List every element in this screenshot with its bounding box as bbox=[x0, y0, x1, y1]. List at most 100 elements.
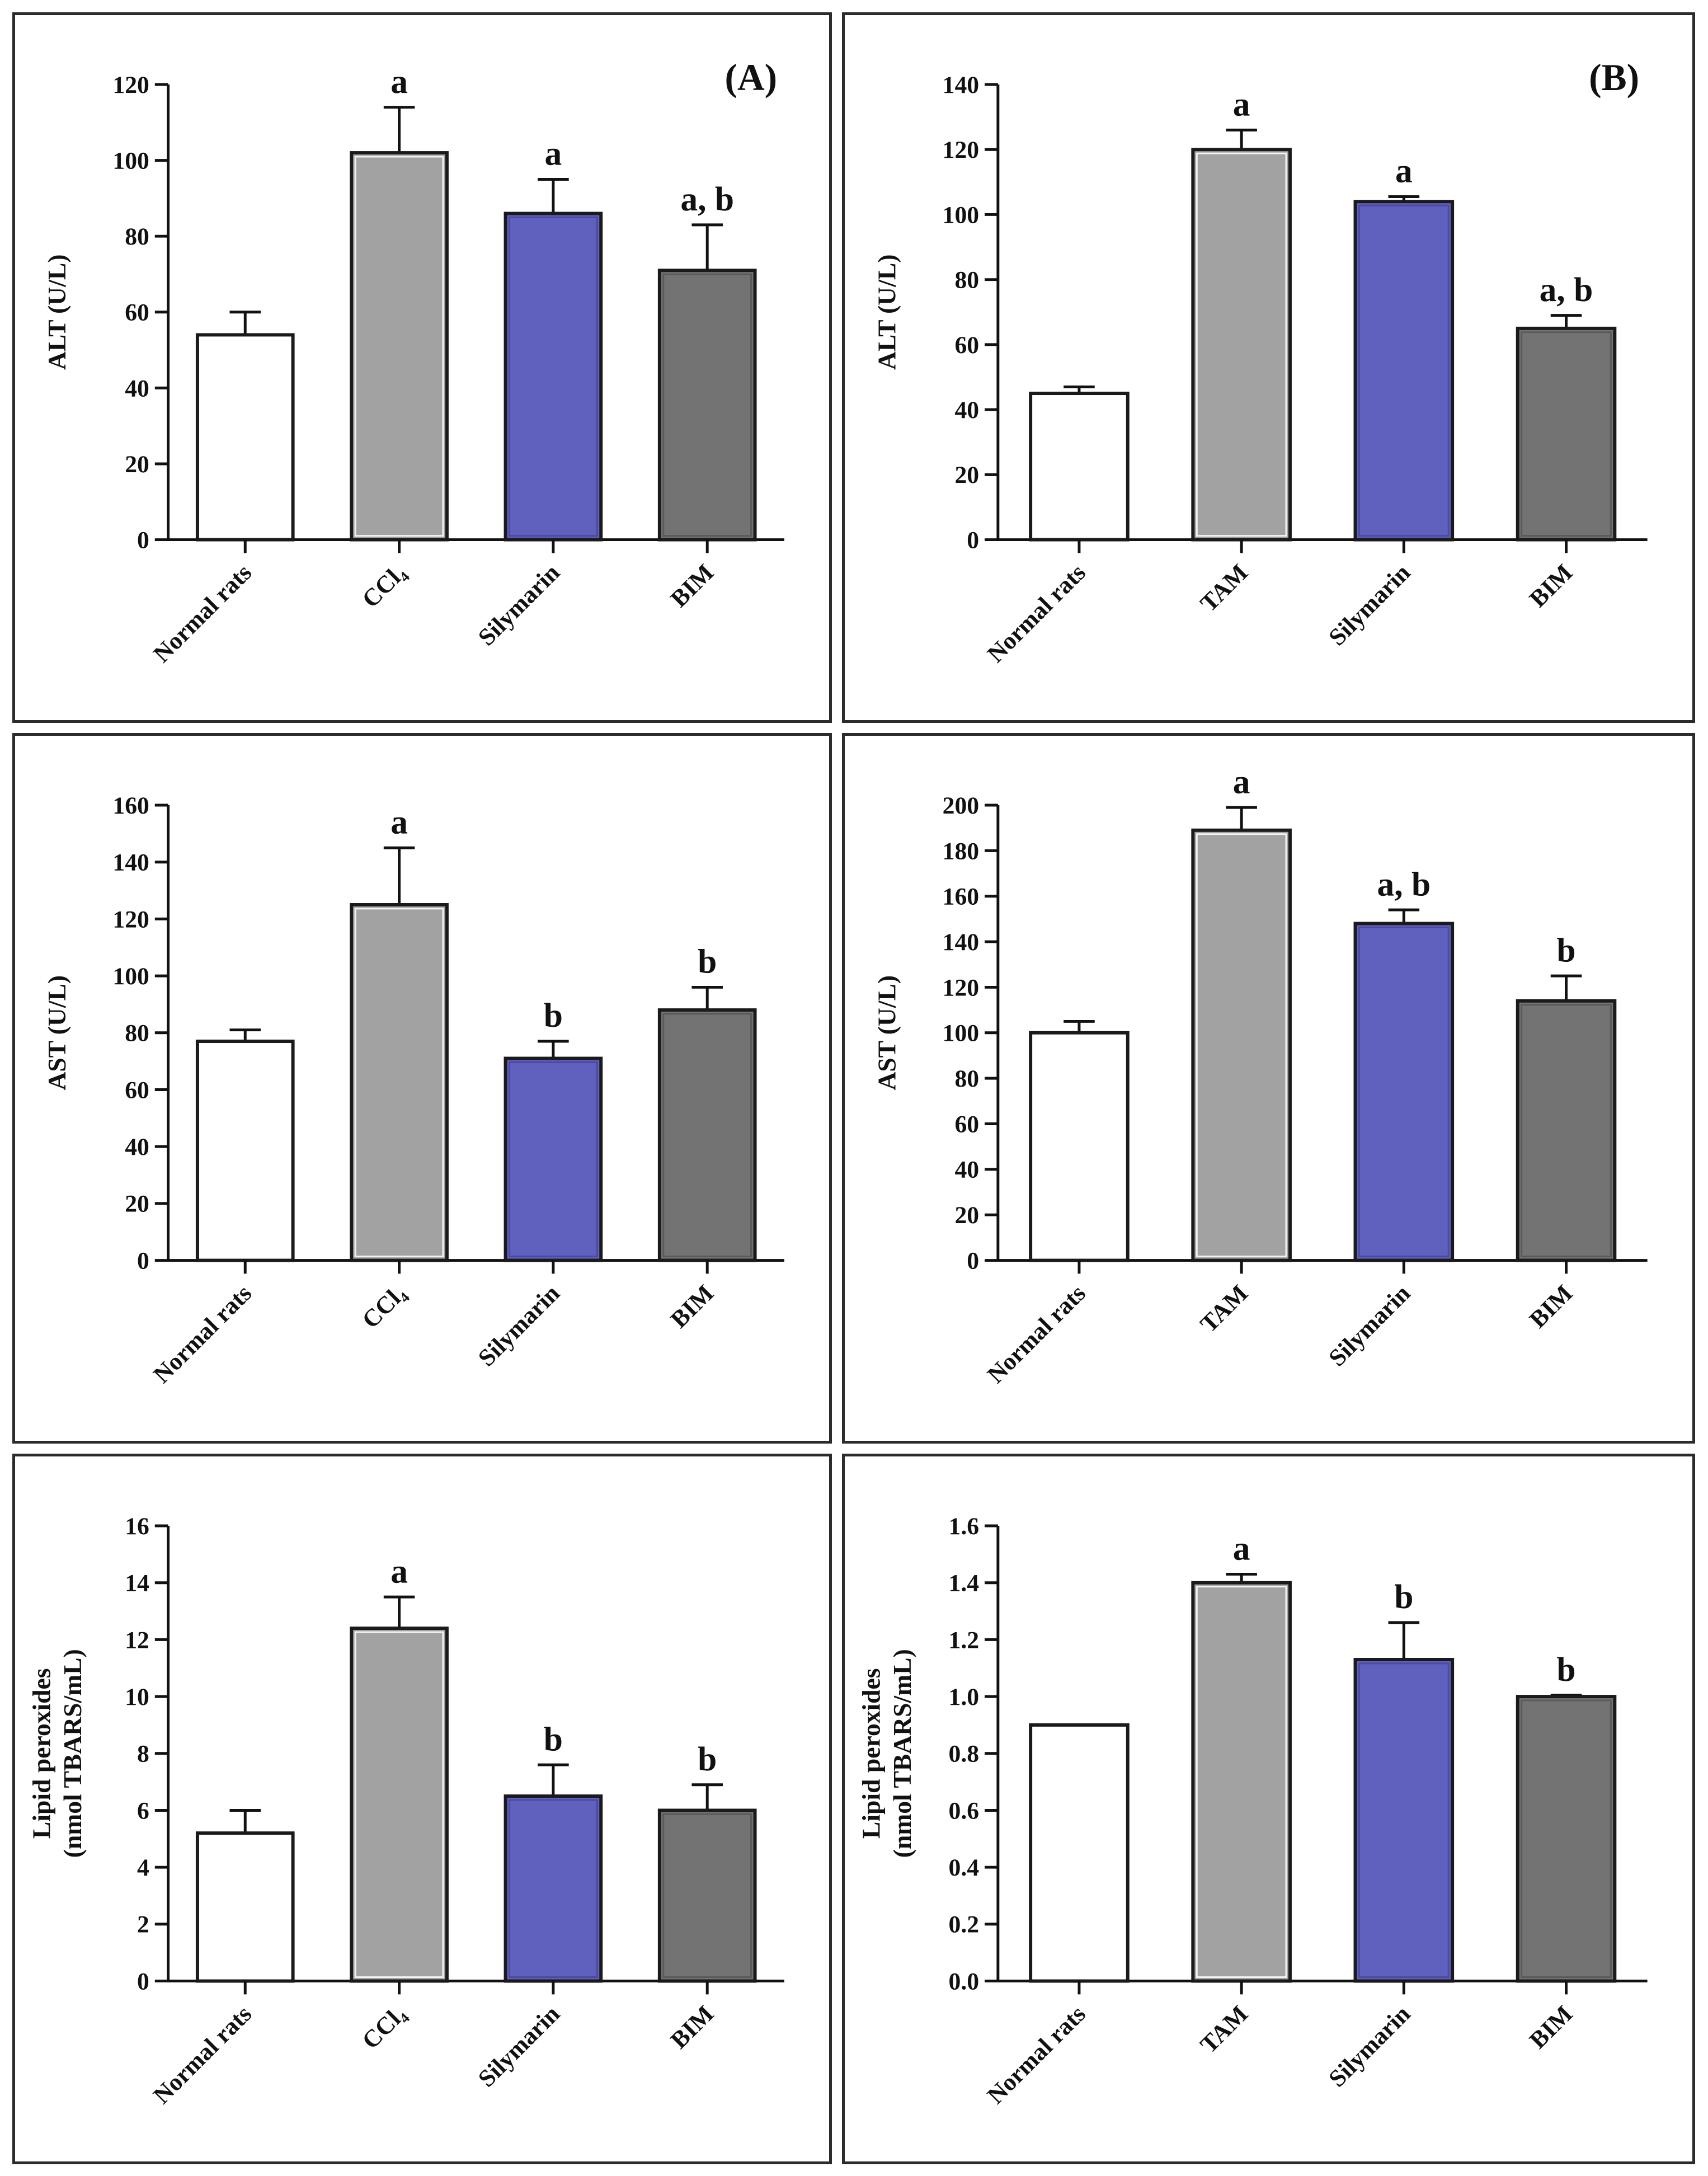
chart-0-x-tick-label: Normal rats bbox=[148, 559, 257, 668]
panel-lpo-tam: Lipid peroxides (nmol TBARS/mL) 0.0 0.2 0.4 0… bbox=[842, 1454, 1695, 2164]
chart-5-annotation: b bbox=[1556, 1651, 1575, 1689]
chart-5-y-tick-label: 0.2 bbox=[949, 1911, 980, 1938]
chart-2-y-tick-label: 140 bbox=[112, 849, 149, 876]
chart-5-bar-inner bbox=[1521, 1699, 1612, 1978]
chart-1-y-tick-label: 140 bbox=[943, 72, 979, 98]
chart-4-y-tick-label: 10 bbox=[125, 1684, 149, 1710]
chart-3-annotation: a, b bbox=[1377, 865, 1431, 903]
chart-4-bar bbox=[504, 1794, 603, 1983]
chart-3-x-tick-label: TAM bbox=[1195, 1280, 1253, 1338]
chart-1-ylabel: ALT (U/L) bbox=[872, 254, 901, 370]
chart-5-y-tick-label: 0.8 bbox=[949, 1741, 980, 1768]
panel-ast-ccl4: AST (U/L) 0 20 40 60 80 100 120 140 160 Normal rat… bbox=[12, 733, 832, 1444]
chart-2-annotation: b bbox=[698, 943, 717, 981]
chart-5-x-tick-label: Normal rats bbox=[982, 2000, 1091, 2109]
chart-5-y-tick-label: 1.4 bbox=[949, 1570, 980, 1597]
chart-1-y-tick-label: 0 bbox=[967, 527, 979, 553]
chart-2-bar-inner bbox=[662, 1013, 752, 1258]
chart-5-bar-inner bbox=[1358, 1662, 1450, 1978]
chart-4-y-tick-label: 0 bbox=[137, 1968, 149, 1995]
chart-1-annotation: a, b bbox=[1540, 271, 1593, 309]
chart-3-bar bbox=[1029, 1031, 1130, 1262]
chart-4-bar-inner bbox=[354, 1631, 444, 1978]
chart-1-bar bbox=[1191, 148, 1292, 542]
panel-ast-tam: AST (U/L) 0 20 40 60 80 100 120 140 160 180 200 Norm… bbox=[842, 733, 1695, 1444]
chart-5-annotation: b bbox=[1394, 1578, 1413, 1616]
chart-5-x-tick-label: Silymarin bbox=[1324, 2000, 1415, 2092]
chart-0-x-tick-label: BIM bbox=[665, 559, 719, 613]
chart-3-y-tick-label: 80 bbox=[954, 1065, 979, 1092]
chart-2-y-tick-label: 100 bbox=[112, 963, 149, 990]
chart-1-y-tick-label: 20 bbox=[954, 462, 979, 488]
chart-1-bar bbox=[1353, 200, 1455, 542]
chart-ast-tam: AST (U/L) 0 20 40 60 80 100 120 140 160 180 200 Norm… bbox=[872, 763, 1648, 1388]
chart-1-x-tick-label: Normal rats bbox=[982, 559, 1091, 668]
chart-5-y-tick-label: 0.4 bbox=[949, 1854, 980, 1881]
chart-0-y-tick-label: 0 bbox=[137, 527, 149, 553]
chart-4-x-tick-label: BIM bbox=[665, 2000, 719, 2054]
chart-1-x-tick-label: TAM bbox=[1195, 559, 1253, 617]
chart-4-y-tick-label: 4 bbox=[137, 1854, 149, 1881]
chart-1-x-tick-label: BIM bbox=[1525, 559, 1578, 613]
chart-4-bar bbox=[195, 1831, 295, 1983]
chart-5-x-tick-label: TAM bbox=[1195, 2000, 1253, 2058]
chart-3-y-tick-label: 100 bbox=[943, 1020, 979, 1047]
chart-2-y-tick-label: 60 bbox=[125, 1077, 149, 1103]
chart-0-annotation: a, b bbox=[680, 180, 734, 218]
chart-3-bar bbox=[1191, 828, 1292, 1262]
chart-2-annotation: b bbox=[544, 997, 563, 1035]
chart-0-annotation: a bbox=[390, 63, 408, 101]
chart-ast-ccl4: AST (U/L) 0 20 40 60 80 100 120 140 160 Normal rat… bbox=[43, 792, 784, 1388]
chart-0-bar bbox=[195, 333, 295, 542]
chart-5-bar bbox=[1029, 1723, 1130, 1983]
chart-1-bar bbox=[1516, 326, 1617, 542]
chart-1-y-tick-label: 100 bbox=[943, 201, 979, 228]
chart-4-bar bbox=[350, 1627, 449, 1983]
chart-4-y-tick-label: 14 bbox=[125, 1570, 149, 1597]
chart-0-bar bbox=[350, 151, 449, 542]
chart-4-annotation: b bbox=[544, 1720, 563, 1758]
chart-1-annotation: a bbox=[1233, 86, 1250, 124]
chart-3-ylabel: AST (U/L) bbox=[872, 975, 901, 1091]
chart-5-ylabel: (nmol TBARS/mL) bbox=[888, 1649, 916, 1858]
chart-3-y-tick-label: 160 bbox=[943, 883, 979, 910]
chart-0-bar-inner bbox=[508, 216, 598, 537]
chart-0-y-tick-label: 120 bbox=[112, 72, 149, 98]
chart-4-y-tick-label: 16 bbox=[125, 1513, 149, 1540]
chart-0-y-tick-label: 40 bbox=[125, 375, 149, 402]
chart-3-annotation: b bbox=[1556, 931, 1575, 969]
chart-0-y-tick-label: 20 bbox=[125, 451, 149, 478]
chart-4-y-tick-label: 8 bbox=[137, 1741, 149, 1768]
chart-0-bar bbox=[657, 269, 757, 542]
chart-alt-ccl4: ALT (U/L) 0 20 40 60 80 100 120 Normal rats a CCl₄… bbox=[43, 57, 784, 668]
chart-1-panel-label: (B) bbox=[1589, 57, 1639, 98]
chart-3-annotation: a bbox=[1233, 763, 1250, 801]
chart-2-x-tick-label: BIM bbox=[665, 1280, 719, 1333]
chart-2-y-tick-label: 40 bbox=[125, 1134, 149, 1160]
chart-1-bar-inner bbox=[1521, 331, 1612, 537]
chart-2-y-tick-label: 0 bbox=[137, 1247, 149, 1274]
chart-4-annotation: b bbox=[698, 1740, 717, 1778]
chart-2-y-tick-label: 120 bbox=[112, 906, 149, 933]
chart-5-bar bbox=[1353, 1658, 1455, 1983]
chart-2-x-tick-label: CCl₄ bbox=[357, 1280, 411, 1333]
chart-0-bar-inner bbox=[354, 156, 444, 537]
chart-5-y-tick-label: 0.0 bbox=[949, 1968, 980, 1995]
chart-1-bar bbox=[1029, 392, 1130, 542]
chart-5-bar-inner bbox=[1196, 1586, 1287, 1978]
chart-4-bar-inner bbox=[508, 1799, 598, 1978]
chart-4-x-tick-label: Silymarin bbox=[473, 2000, 565, 2092]
panel-lpo-ccl4: Lipid peroxides (nmol TBARS/mL) 0 2 4 6 8 10 12 1… bbox=[12, 1454, 832, 2164]
chart-4-bar bbox=[657, 1808, 757, 1983]
chart-2-y-tick-label: 160 bbox=[112, 792, 149, 819]
chart-4-y-tick-label: 2 bbox=[137, 1911, 149, 1938]
chart-0-annotation: a bbox=[545, 135, 562, 173]
chart-5-bar bbox=[1516, 1695, 1617, 1983]
chart-0-x-tick-label: CCl₄ bbox=[357, 559, 411, 613]
chart-4-x-tick-label: CCl₄ bbox=[357, 2000, 411, 2054]
chart-1-y-tick-label: 40 bbox=[954, 397, 979, 424]
chart-2-x-tick-label: Silymarin bbox=[473, 1280, 565, 1371]
chart-3-y-tick-label: 180 bbox=[943, 838, 979, 864]
chart-4-bar-inner bbox=[662, 1813, 752, 1978]
chart-3-bar-inner bbox=[1358, 926, 1450, 1258]
